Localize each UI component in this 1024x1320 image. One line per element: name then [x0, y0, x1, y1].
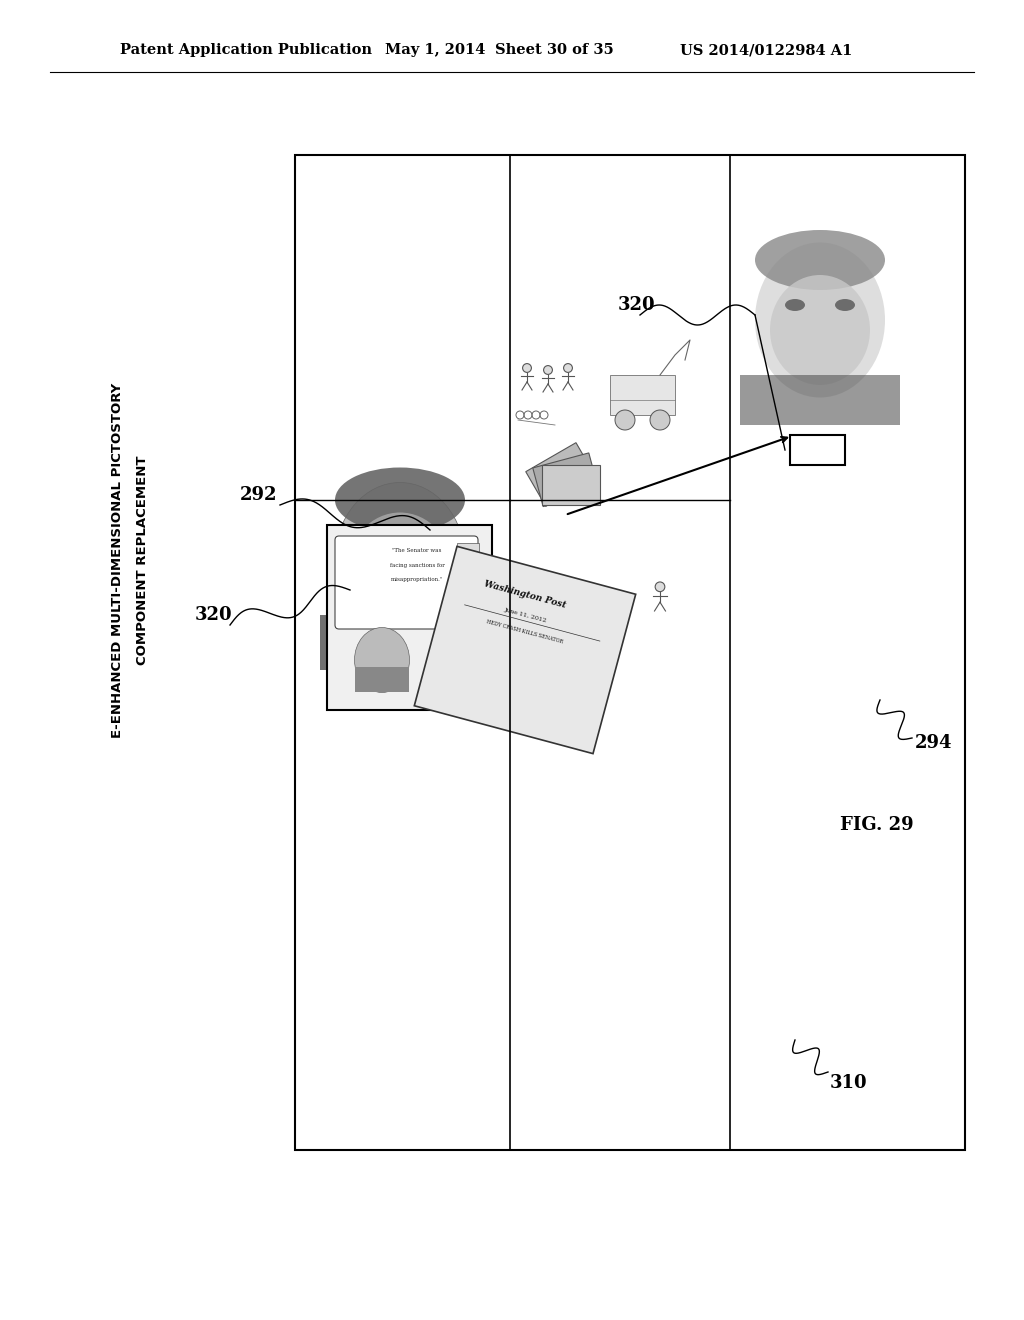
Circle shape: [522, 363, 531, 372]
Ellipse shape: [354, 627, 410, 693]
Bar: [532, 453, 599, 507]
Circle shape: [615, 411, 635, 430]
Circle shape: [544, 366, 552, 375]
Bar: [355, 667, 409, 692]
Text: 310: 310: [830, 1074, 867, 1092]
Ellipse shape: [347, 512, 453, 627]
Text: Patent Application Publication: Patent Application Publication: [120, 44, 372, 57]
Bar: [790, 436, 845, 465]
Text: US 2014/0122984 A1: US 2014/0122984 A1: [680, 44, 852, 57]
Ellipse shape: [335, 467, 465, 532]
Ellipse shape: [369, 545, 387, 554]
Circle shape: [563, 363, 572, 372]
Bar: [740, 375, 900, 425]
Text: May 1, 2014: May 1, 2014: [385, 44, 485, 57]
Bar: [295, 154, 965, 1150]
Text: facing sanctions for: facing sanctions for: [389, 562, 444, 568]
Text: FIG. 29: FIG. 29: [840, 816, 913, 834]
Text: Washington Post: Washington Post: [483, 579, 567, 610]
Text: 320: 320: [195, 606, 232, 624]
Circle shape: [655, 582, 665, 591]
Bar: [610, 375, 675, 414]
Text: 294: 294: [915, 734, 952, 752]
Ellipse shape: [755, 230, 885, 290]
Ellipse shape: [770, 275, 870, 385]
FancyBboxPatch shape: [335, 536, 478, 630]
Bar: [542, 465, 600, 506]
Text: COMPONENT REPLACEMENT: COMPONENT REPLACEMENT: [135, 455, 148, 665]
Ellipse shape: [755, 243, 885, 397]
Bar: [327, 525, 492, 710]
Text: Sheet 30 of 35: Sheet 30 of 35: [495, 44, 613, 57]
Text: June 11, 2012: June 11, 2012: [503, 607, 547, 623]
Circle shape: [650, 411, 670, 430]
Bar: [525, 442, 596, 507]
Text: HEDY CRASH KILLS SENATOR: HEDY CRASH KILLS SENATOR: [486, 619, 564, 644]
Text: 292: 292: [240, 486, 278, 504]
Ellipse shape: [835, 300, 855, 312]
Text: "The Senator was: "The Senator was: [392, 548, 441, 553]
Bar: [415, 546, 636, 754]
Bar: [319, 615, 480, 671]
Text: 320: 320: [618, 296, 655, 314]
Text: misappropriation.": misappropriation.": [391, 578, 443, 582]
Ellipse shape: [785, 300, 805, 312]
Ellipse shape: [335, 483, 465, 638]
Bar: [457, 543, 479, 565]
Ellipse shape: [413, 545, 431, 554]
Text: E-ENHANCED MULTI-DIMENSIONAL PICTOSTORY: E-ENHANCED MULTI-DIMENSIONAL PICTOSTORY: [112, 383, 125, 738]
Bar: [370, 675, 425, 705]
